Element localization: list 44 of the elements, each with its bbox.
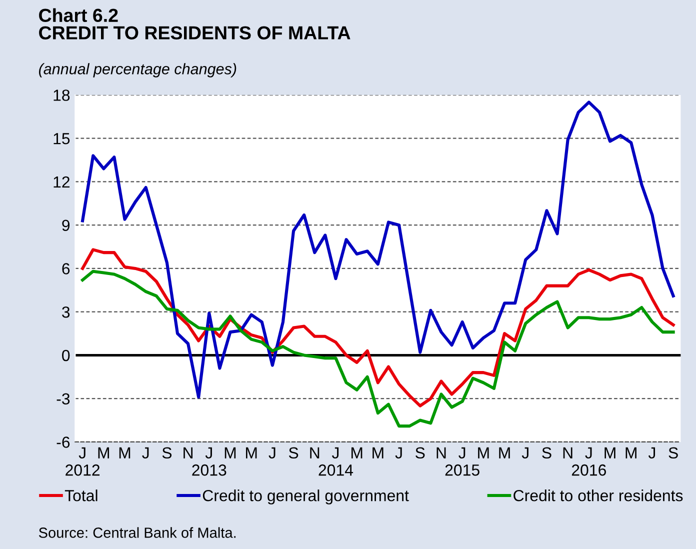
x-tick-label: S bbox=[162, 447, 172, 459]
line-series bbox=[81, 100, 675, 399]
y-tick-label: -3 bbox=[56, 393, 70, 405]
x-tick-label: M bbox=[98, 447, 109, 458]
x-tick-label: N bbox=[436, 447, 446, 458]
x-tick-label: M bbox=[499, 447, 510, 458]
x-tick-label: J bbox=[142, 447, 149, 459]
x-tick-label: J bbox=[522, 447, 528, 459]
y-tick-label: 18 bbox=[54, 90, 70, 101]
legend-label: Total bbox=[64, 490, 98, 502]
y-tick-label: 12 bbox=[54, 176, 70, 188]
chart-title: Chart 6.2 CREDIT TO RESIDENTS OF MALTA bbox=[39, 8, 350, 40]
line-series bbox=[81, 270, 675, 428]
x-tick-label: M bbox=[372, 447, 384, 458]
x-tick-label: M bbox=[119, 447, 130, 458]
x-tick-label: S bbox=[542, 447, 552, 459]
x-tick-label: S bbox=[668, 447, 678, 459]
x-tick-label: S bbox=[288, 447, 298, 459]
x-tick-label: N bbox=[310, 447, 320, 458]
x-tick-label: N bbox=[184, 447, 193, 458]
x-tick-label: M bbox=[604, 447, 616, 458]
source-note: Source: Central Bank of Malta. bbox=[38, 527, 236, 538]
x-tick-label: J bbox=[268, 447, 276, 459]
y-tick-label: 0 bbox=[62, 350, 70, 362]
y-tick-label: -6 bbox=[56, 436, 70, 448]
x-tick-label: M bbox=[626, 447, 636, 458]
x-tick-label: M bbox=[246, 447, 257, 458]
y-tick-label: 9 bbox=[62, 220, 70, 232]
y-tick-label: 15 bbox=[54, 133, 70, 144]
x-tick-label: N bbox=[563, 447, 572, 458]
x-tick-label: S bbox=[416, 447, 425, 459]
x-tick-label: J 2015 bbox=[445, 447, 480, 476]
line-series bbox=[81, 248, 675, 408]
legend-label: Credit to general government bbox=[202, 490, 409, 504]
chart-subtitle: (annual percentage changes) bbox=[38, 63, 236, 78]
x-tick-label: M bbox=[224, 447, 236, 458]
x-tick-label: M bbox=[351, 447, 362, 458]
y-tick-label: 6 bbox=[62, 263, 70, 274]
x-tick-label: J bbox=[395, 447, 402, 459]
x-tick-label: J 2016 bbox=[572, 447, 606, 476]
legend-label: Credit to other residents bbox=[514, 490, 683, 502]
x-tick-label: M bbox=[478, 447, 489, 458]
x-tick-label: J bbox=[648, 447, 656, 459]
y-tick-label: 3 bbox=[62, 306, 70, 318]
